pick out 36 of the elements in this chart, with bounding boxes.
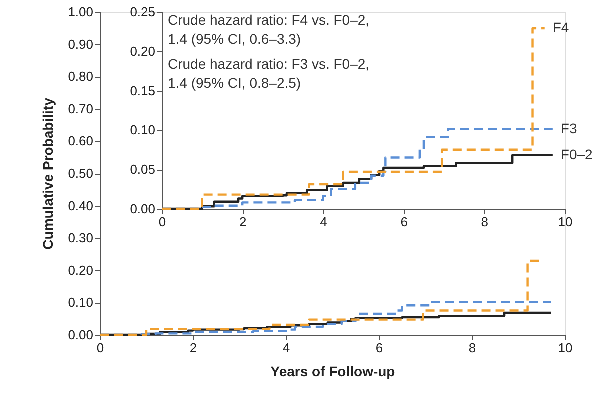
series-label: F0–2 (560, 146, 592, 162)
y-tick-label: 1.00 (68, 4, 94, 20)
y-tick-label: 0.10 (68, 295, 94, 310)
y-tick-label: 0.00 (130, 202, 156, 216)
y-tick-label: 0.90 (68, 36, 94, 52)
x-tick-label: 10 (558, 340, 573, 356)
y-tick-label: 0.40 (68, 198, 94, 214)
x-tick-label: 6 (400, 214, 408, 230)
x-tick-label: 6 (376, 340, 384, 356)
y-tick-label: 0.30 (68, 230, 94, 246)
y-tick-label: 0.20 (130, 44, 156, 59)
y-tick-label: 0.20 (68, 262, 94, 278)
y-tick-label: 0.15 (130, 83, 156, 98)
annotation: Crude hazard ratio: F3 vs. F0–2, 1.4 (95% CI, 0.8–2.5) (168, 56, 370, 91)
x-tick-label: 4 (282, 340, 290, 356)
series-label: F4 (552, 20, 570, 36)
series-label: F3 (560, 120, 578, 136)
x-tick-label: 2 (190, 340, 198, 356)
x-tick-label: 0 (96, 340, 104, 356)
annotation: Crude hazard ratio: F4 vs. F0–2, 1.4 (95% CI, 0.6–3.3) (168, 12, 370, 47)
y-tick-label: 0.25 (130, 4, 156, 20)
x-tick-label: 4 (320, 214, 328, 230)
x-tick-label: 2 (239, 214, 247, 230)
x-tick-label: 10 (558, 214, 573, 230)
y-tick-label: 0.80 (68, 69, 94, 84)
y-tick-label: 0.70 (68, 101, 94, 116)
y-tick-label: 0.10 (130, 122, 156, 138)
y-axis-title: Cumulative Probability (40, 98, 56, 250)
x-axis-title: Years of Follow-up (270, 364, 396, 380)
y-tick-label: 0.00 (68, 328, 94, 342)
y-tick-label: 0.60 (68, 134, 94, 149)
x-tick-label: 8 (481, 214, 489, 230)
y-tick-label: 0.50 (68, 166, 94, 181)
x-tick-label: 0 (158, 214, 166, 230)
y-tick-label: 0.05 (130, 162, 156, 178)
x-tick-label: 8 (468, 340, 476, 356)
